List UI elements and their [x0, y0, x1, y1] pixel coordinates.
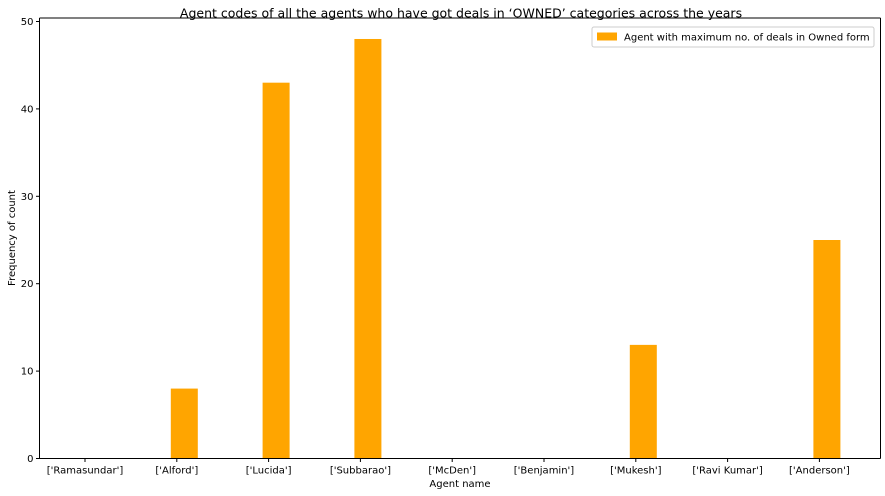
- x-tick-label-7: ['Ravi Kumar']: [692, 466, 763, 477]
- chart-title: Agent codes of all the agents who have g…: [180, 6, 742, 21]
- x-tick-label-0: ['Ramasundar']: [47, 466, 124, 477]
- x-axis-ticks: ['Ramasundar'] ['Alford'] ['Lucida'] ['Subb…: [47, 458, 850, 477]
- legend-swatch: [597, 32, 617, 41]
- bar-8: [813, 240, 841, 459]
- legend-frame: [591, 26, 875, 48]
- legend: Agent with maximum no. of deals in Owned…: [591, 26, 875, 48]
- x-tick-label-8: ['Anderson']: [789, 466, 850, 477]
- x-axis-title: Agent name: [429, 479, 490, 490]
- y-tick-label-1: 10: [21, 367, 34, 378]
- x-tick-label-1: ['Alford']: [155, 466, 198, 477]
- y-axis-ticks: 0 10 20 30 40 50: [21, 17, 40, 465]
- x-tick-label-5: ['Benjamin']: [514, 466, 575, 477]
- bar-6: [629, 344, 657, 459]
- y-tick-label-5: 50: [21, 17, 34, 28]
- bar-1: [170, 388, 198, 459]
- y-tick-label-2: 20: [21, 279, 34, 290]
- bar-2: [262, 82, 290, 459]
- y-axis-title: Frequency of count: [7, 190, 18, 286]
- x-tick-label-3: ['Subbarao']: [330, 466, 391, 477]
- bar-3: [354, 38, 382, 459]
- y-tick-label-0: 0: [27, 454, 33, 465]
- legend-label: Agent with maximum no. of deals in Owned…: [624, 33, 870, 44]
- y-tick-label-3: 30: [21, 192, 34, 203]
- x-tick-label-2: ['Lucida']: [246, 466, 292, 477]
- y-tick-label-4: 40: [21, 104, 34, 115]
- bars-group: [170, 38, 841, 459]
- x-tick-label-4: ['McDen']: [428, 466, 476, 477]
- x-tick-label-6: ['Mukesh']: [610, 466, 662, 477]
